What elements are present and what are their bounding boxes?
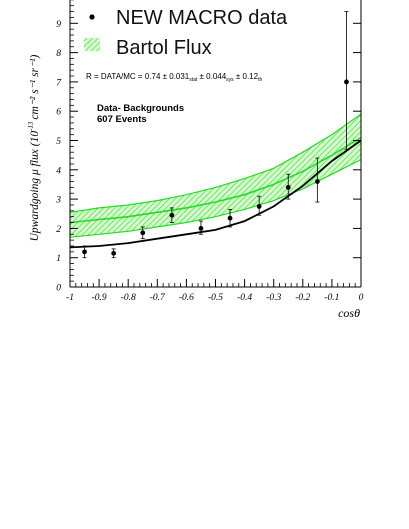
bartol-band-lower	[70, 158, 362, 238]
data-point	[111, 250, 117, 256]
bartol-band-area	[70, 114, 361, 238]
y-tick-label: 4	[56, 166, 61, 176]
ratio-main: R = DATA/MC = 0.74 ± 0.031	[86, 72, 190, 81]
x-tick-label: -0.8	[121, 293, 136, 303]
x-tick-label: -1	[66, 293, 74, 303]
x-tick-label: -0.4	[237, 293, 252, 303]
ratio-annotation: R = DATA/MC = 0.74 ± 0.031stat ± 0.044sy…	[86, 72, 262, 83]
x-axis-label: cosθ	[338, 306, 360, 320]
bartol-band-upper	[70, 113, 362, 213]
bartol-band-central	[70, 136, 362, 224]
legend-hatch-swatch	[84, 38, 100, 51]
ratio-sys-sub: sys	[226, 77, 234, 83]
data-point	[169, 212, 175, 218]
ratio-th-sub: th	[258, 77, 262, 83]
x-tick-label: 0	[359, 293, 364, 303]
x-tick-label: -0.2	[295, 293, 310, 303]
x-tick-label: -0.1	[324, 293, 339, 303]
y-tick-label: 3	[55, 196, 61, 206]
y-tick-label: 9	[56, 20, 61, 30]
x-tick-label: -0.3	[266, 293, 281, 303]
data-point	[198, 226, 204, 231]
data-point	[314, 179, 320, 184]
y-tick-label: 1	[56, 254, 61, 264]
axes: -1 -0.9 -0.8 -0.7 -0.6 -0.5 -0.4 -0.3 -0.2 -0.1 0 0…	[55, 0, 364, 303]
y-tick-label: 0	[56, 284, 61, 294]
y-tick-label: 7	[56, 78, 62, 88]
monte-carlo-line-layer	[70, 139, 362, 249]
legend-dot-marker	[89, 14, 95, 20]
expectation-line	[70, 139, 362, 249]
legend-label-bartol-flux: Bartol Flux	[116, 37, 212, 59]
y-label-main: Upwardgoing μ flux (10	[29, 131, 41, 242]
legend: NEW MACRO data Bartol Flux	[84, 7, 288, 59]
data-point	[344, 79, 349, 85]
note-line-1: Data- Backgrounds	[97, 103, 184, 114]
data-point	[285, 184, 291, 190]
y-label-units: cm⁻² s⁻¹ sr⁻¹)	[29, 54, 41, 119]
data-point	[82, 249, 87, 255]
x-tick-label: -0.7	[150, 293, 166, 303]
y-label-exponent: -13	[27, 121, 35, 131]
y-axis-label: Upwardgoing μ flux (10-13 cm⁻² s⁻¹ sr⁻¹)	[27, 54, 41, 241]
x-tick-label: -0.6	[179, 293, 194, 303]
data-point	[227, 215, 233, 221]
x-tick-label: -0.9	[92, 293, 107, 303]
data-point	[256, 204, 262, 209]
data-point	[140, 230, 146, 236]
note-line-2: 607 Events	[97, 114, 147, 125]
bartol-flux-band	[70, 113, 362, 238]
ratio-stat-sub: stat	[189, 77, 198, 83]
legend-label-macro-data: NEW MACRO data	[116, 7, 288, 29]
y-tick-label: 5	[56, 137, 61, 147]
y-tick-label: 8	[56, 49, 61, 59]
ratio-end: ± 0.12	[234, 72, 259, 81]
ratio-mid: ± 0.044	[197, 72, 226, 81]
macro-data-points	[82, 11, 349, 259]
y-tick-label: 6	[56, 108, 61, 118]
x-tick-label: -0.5	[208, 293, 223, 303]
y-tick-label: 2	[56, 225, 61, 235]
